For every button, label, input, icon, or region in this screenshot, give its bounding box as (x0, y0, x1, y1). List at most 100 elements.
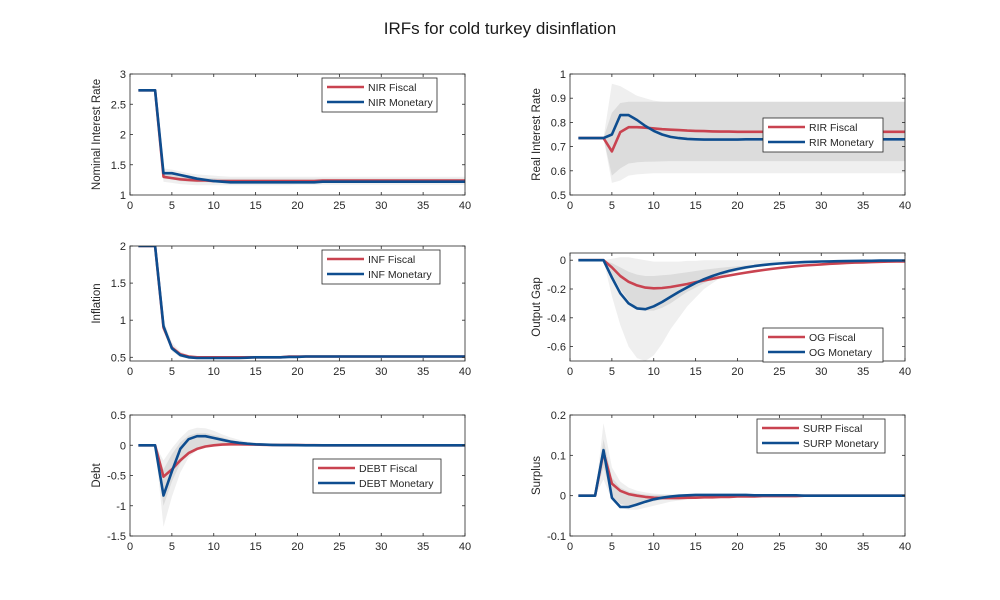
x-tick-label: 10 (208, 366, 220, 378)
y-tick-label: 1 (560, 69, 566, 81)
legend-label: OG Monetary (809, 347, 873, 359)
x-tick-label: 25 (773, 541, 785, 553)
y-tick-label: 1 (120, 190, 126, 202)
y-tick-label: -0.2 (547, 284, 566, 296)
x-tick-label: 5 (609, 200, 615, 212)
x-tick-label: 40 (459, 541, 471, 553)
legend-label: DEBT Fiscal (359, 463, 417, 475)
y-tick-label: 0.6 (551, 166, 566, 178)
legend-label: NIR Monetary (368, 97, 434, 109)
x-tick-label: 15 (250, 541, 262, 553)
x-tick-label: 30 (375, 366, 387, 378)
legend: DEBT Fiscal DEBT Monetary (312, 458, 442, 494)
x-tick-label: 35 (857, 200, 869, 212)
legend-box (321, 77, 438, 113)
y-tick-label: 2 (120, 130, 126, 142)
x-tick-label: 0 (567, 200, 573, 212)
x-tick-label: 25 (773, 366, 785, 378)
y-axis-label: Surplus (531, 456, 543, 495)
y-axis-label: Inflation (91, 283, 103, 323)
x-tick-label: 40 (459, 366, 471, 378)
y-tick-label: -0.5 (107, 471, 126, 483)
x-tick-label: 10 (208, 200, 220, 212)
subplot-1: 0 5 10 15 20 25 30 35 40 1 1.5 2 2.5 3 Nominal Interes… (91, 69, 471, 212)
y-tick-label: 1.5 (111, 278, 126, 290)
legend-label: RIR Fiscal (809, 122, 857, 134)
x-tick-label: 5 (609, 541, 615, 553)
y-tick-label: 0 (120, 440, 126, 452)
y-tick-label: -0.6 (547, 342, 566, 354)
x-tick-label: 40 (899, 200, 911, 212)
legend-label: SURP Fiscal (803, 423, 862, 435)
x-tick-label: 0 (127, 200, 133, 212)
legend-label: RIR Monetary (809, 137, 875, 149)
x-tick-label: 15 (690, 200, 702, 212)
figure-title: IRFs for cold turkey disinflation (383, 19, 617, 38)
x-tick-label: 5 (169, 200, 175, 212)
y-tick-label: 2 (120, 241, 126, 253)
x-tick-label: 25 (333, 541, 345, 553)
x-tick-label: 20 (731, 200, 743, 212)
x-tick-label: 40 (899, 541, 911, 553)
y-tick-label: 1.5 (111, 160, 126, 172)
band-inner-area (578, 260, 905, 311)
y-tick-label: -0.1 (547, 531, 566, 543)
y-tick-label: -1.5 (107, 531, 126, 543)
x-tick-label: 10 (648, 366, 660, 378)
y-axis-label: Real Interest Rate (531, 88, 543, 181)
x-tick-label: 30 (375, 200, 387, 212)
y-tick-label: 0.8 (551, 117, 566, 129)
legend-box (762, 327, 884, 363)
x-tick-label: 15 (690, 541, 702, 553)
legend: NIR Fiscal NIR Monetary (321, 77, 438, 113)
y-tick-label: 0 (560, 255, 566, 267)
x-tick-label: 0 (567, 366, 573, 378)
y-tick-label: -1 (116, 501, 126, 513)
legend-label: SURP Monetary (803, 438, 879, 450)
x-tick-label: 20 (291, 541, 303, 553)
x-tick-label: 25 (333, 366, 345, 378)
x-tick-label: 35 (857, 366, 869, 378)
x-tick-label: 35 (417, 366, 429, 378)
x-tick-label: 25 (773, 200, 785, 212)
subplot-2: 0 5 10 15 20 25 30 35 40 0.5 0.6 0.7 0.8 0.9 1 Real Int… (531, 69, 911, 212)
subplot-4: 0 5 10 15 20 25 30 35 40 -0.6 -0.4 -0.2 0 Output Gap O… (531, 252, 911, 378)
x-tick-label: 15 (690, 366, 702, 378)
x-tick-label: 10 (208, 541, 220, 553)
series-line-monetary (578, 448, 905, 509)
x-tick-label: 15 (250, 200, 262, 212)
y-tick-label: 0.2 (551, 410, 566, 422)
series-line-monetary (138, 246, 465, 360)
legend-box (312, 458, 442, 494)
y-axis-label: Output Gap (531, 277, 543, 336)
series-line-fiscal (578, 258, 905, 290)
y-tick-label: 0.7 (551, 142, 566, 154)
y-tick-label: 0 (560, 491, 566, 503)
y-tick-label: 3 (120, 69, 126, 81)
x-tick-label: 35 (417, 541, 429, 553)
legend: RIR Fiscal RIR Monetary (762, 117, 884, 153)
y-tick-label: 0.1 (551, 450, 566, 462)
x-tick-label: 0 (127, 541, 133, 553)
legend-label: DEBT Monetary (359, 478, 434, 490)
y-tick-label: 2.5 (111, 99, 126, 111)
x-tick-label: 0 (567, 541, 573, 553)
series-line-monetary (578, 258, 905, 311)
x-tick-label: 10 (648, 200, 660, 212)
subplot-3: 0 5 10 15 20 25 30 35 40 0.5 1 1.5 2 Inflation INF Fis… (91, 241, 471, 378)
x-tick-label: 20 (731, 541, 743, 553)
y-tick-label: 0.5 (111, 410, 126, 422)
legend: SURP Fiscal SURP Monetary (756, 418, 886, 454)
x-tick-label: 5 (169, 366, 175, 378)
x-tick-label: 20 (291, 366, 303, 378)
x-tick-label: 30 (375, 541, 387, 553)
x-tick-label: 25 (333, 200, 345, 212)
legend-box (756, 418, 886, 454)
x-tick-label: 40 (899, 366, 911, 378)
x-tick-label: 20 (731, 366, 743, 378)
x-tick-label: 10 (648, 541, 660, 553)
legend-label: INF Fiscal (368, 254, 415, 266)
y-tick-label: 0.9 (551, 93, 566, 105)
